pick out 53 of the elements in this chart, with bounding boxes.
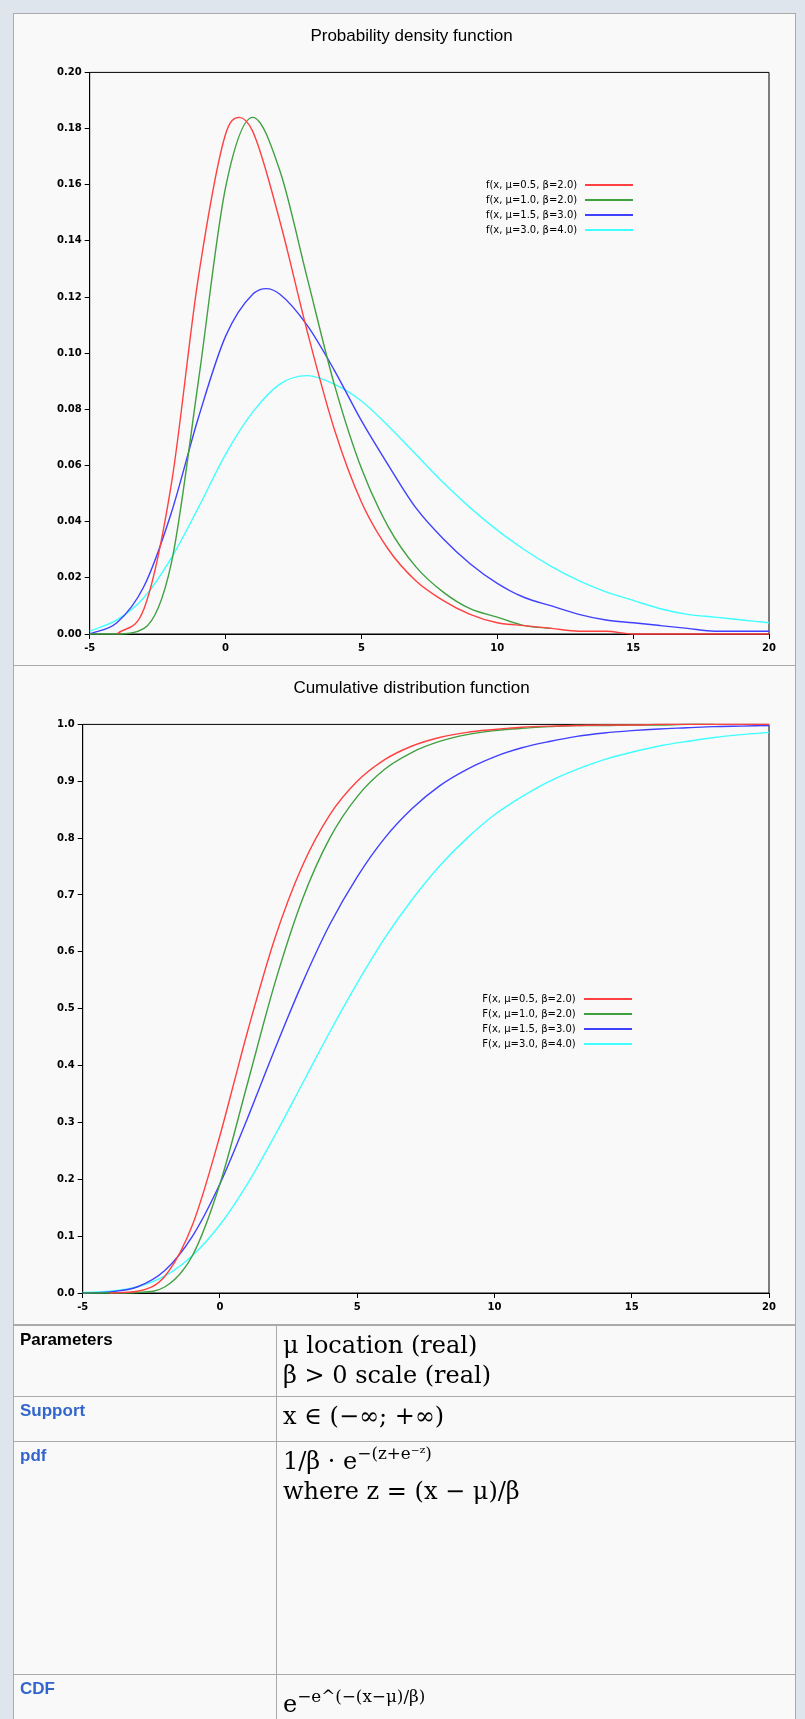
y-tick-label: 0.2 <box>57 1172 75 1184</box>
x-tick-label: -5 <box>77 1300 89 1312</box>
text: e$^{−e^(−(x−μ)/β)}$ <box>283 1685 427 1719</box>
legend-label: f(x, μ=1.0, β=2.0) <box>485 194 578 206</box>
category-label: pdf <box>14 1441 277 1675</box>
y-tick-label: 0.3 <box>57 1116 75 1128</box>
y-tick-label: 0.5 <box>57 1002 75 1014</box>
legend-label: f(x, μ=3.0, β=4.0) <box>485 224 578 236</box>
x-tick-label: 0 <box>222 641 230 653</box>
category-label: CDF <box>14 1674 277 1719</box>
y-tick-label: 0.0 <box>57 1286 75 1298</box>
text: μ location (real) β > 0 scale (real) <box>283 1330 493 1390</box>
y-tick-label: 0.04 <box>56 515 82 527</box>
legend-label: F(x, μ=3.0, β=4.0) <box>482 1038 576 1050</box>
text: 1/β · e$^{−(z+e⁻ᶻ)}$ where z = (x − μ)/β <box>283 1442 521 1506</box>
x-tick-label: 5 <box>357 641 365 653</box>
x-tick-label: 5 <box>353 1300 361 1312</box>
y-tick-label: 0.12 <box>56 290 82 302</box>
legend-label: F(x, μ=1.5, β=3.0) <box>482 1023 576 1035</box>
y-tick-label: 0.1 <box>57 1229 75 1241</box>
y-tick-label: 0.02 <box>56 571 82 583</box>
category-label: Support <box>14 1396 277 1442</box>
y-tick-label: 0.00 <box>56 627 82 639</box>
line-series <box>116 116 770 635</box>
y-tick-label: 0.18 <box>56 122 82 134</box>
x-tick-label: 20 <box>762 641 776 653</box>
x-tick-label: 15 <box>626 641 641 653</box>
chart-title: Probability density function <box>310 25 513 45</box>
y-tick-label: 0.06 <box>56 459 82 471</box>
legend-label: F(x, μ=1.0, β=2.0) <box>482 1008 576 1020</box>
y-tick-label: 0.08 <box>56 402 82 414</box>
y-tick-label: 0.7 <box>57 888 75 900</box>
y-tick-label: 0.9 <box>57 774 75 786</box>
y-tick-label: 0.20 <box>56 65 82 77</box>
y-tick-label: 0.8 <box>57 831 75 843</box>
y-tick-label: 0.16 <box>56 178 82 190</box>
x-tick-label: 10 <box>490 641 505 653</box>
legend-label: f(x, μ=0.5, β=2.0) <box>485 179 578 191</box>
legend-label: F(x, μ=0.5, β=2.0) <box>482 993 576 1005</box>
x-tick-label: 15 <box>624 1300 639 1312</box>
y-tick-label: 0.4 <box>57 1059 75 1071</box>
x-tick-label: 0 <box>216 1300 224 1312</box>
y-tick-label: 0.10 <box>56 346 82 358</box>
legend-label: f(x, μ=1.5, β=3.0) <box>485 209 578 221</box>
category-label: Parameters <box>14 1325 277 1397</box>
x-tick-label: -5 <box>84 641 96 653</box>
text: x ∈ (−∞; +∞) <box>283 1401 446 1431</box>
y-tick-label: 1.0 <box>57 717 75 729</box>
chart-title: Cumulative distribution function <box>293 677 530 697</box>
x-tick-label: 10 <box>487 1300 502 1312</box>
y-tick-label: 0.14 <box>56 234 82 246</box>
x-tick-label: 20 <box>762 1300 776 1312</box>
y-tick-label: 0.6 <box>57 945 75 957</box>
